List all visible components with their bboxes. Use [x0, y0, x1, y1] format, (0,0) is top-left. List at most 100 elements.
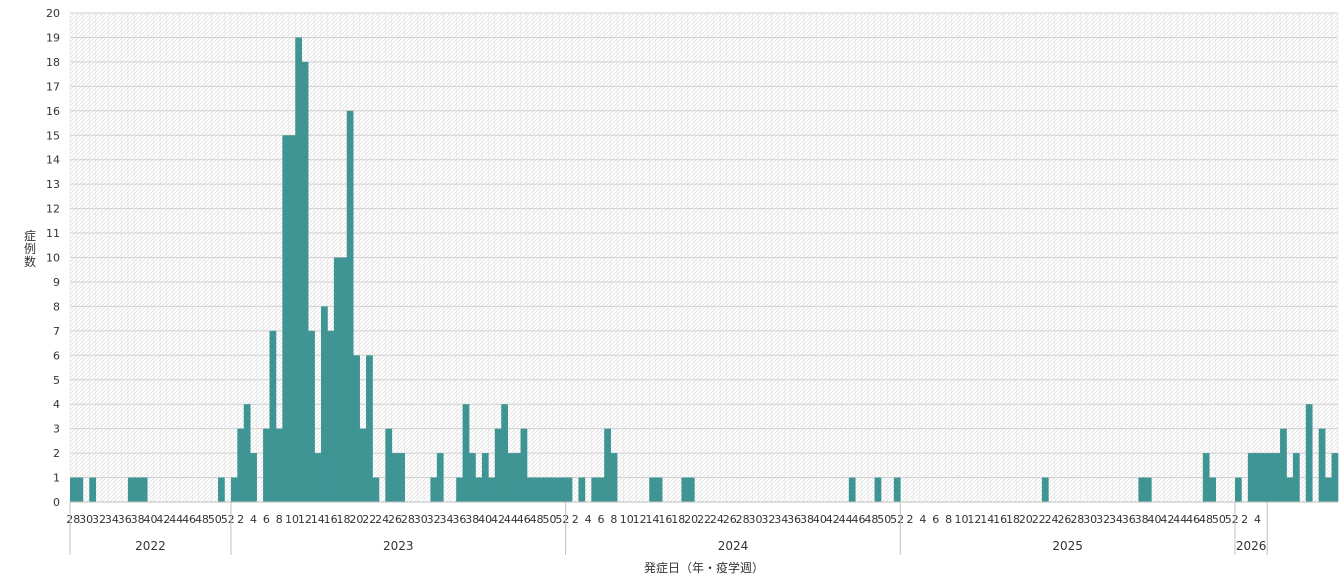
- y-tick-label: 0: [53, 496, 60, 509]
- bar: [488, 477, 496, 502]
- bar: [1267, 453, 1274, 502]
- x-tick-label: 14: [646, 513, 660, 526]
- bar: [230, 477, 238, 502]
- bar: [243, 404, 251, 502]
- year-label: 2024: [718, 539, 749, 553]
- bar: [578, 477, 586, 502]
- y-tick-label: 19: [46, 31, 60, 44]
- bar: [308, 330, 315, 502]
- bar: [687, 477, 695, 502]
- x-tick-label: 32: [761, 513, 775, 526]
- x-tick-label: 48: [195, 513, 209, 526]
- x-tick-label: 50: [877, 513, 891, 526]
- bar: [1286, 477, 1294, 502]
- x-tick-label: 2: [1241, 513, 1248, 526]
- bar: [127, 477, 135, 502]
- x-tick-label: 34: [774, 513, 788, 526]
- bar: [295, 37, 303, 502]
- year-label: 2025: [1052, 539, 1083, 553]
- x-tick-label: 52: [1225, 513, 1239, 526]
- y-tick-label: 10: [46, 252, 60, 265]
- x-tick-label: 12: [633, 513, 647, 526]
- bar: [237, 428, 245, 502]
- bar: [250, 453, 257, 502]
- x-tick-label: 24: [710, 513, 724, 526]
- x-tick-label: 2: [906, 513, 913, 526]
- bar: [462, 404, 470, 502]
- bar: [333, 257, 341, 502]
- x-tick-label: 2: [572, 513, 579, 526]
- x-tick-label: 16: [658, 513, 672, 526]
- x-tick-label: 40: [478, 513, 492, 526]
- x-tick-label: 32: [92, 513, 106, 526]
- x-tick-label: 50: [543, 513, 557, 526]
- x-tick-label: 4: [585, 513, 592, 526]
- bar: [263, 428, 270, 502]
- y-tick-label: 16: [46, 105, 60, 118]
- bar: [848, 477, 856, 502]
- y-tick-label: 8: [53, 300, 60, 313]
- y-tick-label: 15: [46, 129, 60, 142]
- bar: [610, 453, 618, 502]
- bar: [526, 477, 534, 502]
- x-tick-label: 32: [427, 513, 441, 526]
- x-tick-label: 36: [1122, 513, 1136, 526]
- x-axis-label: 発症日（年・疫学週）: [644, 560, 764, 575]
- bar: [1235, 477, 1242, 502]
- x-tick-label: 30: [1083, 513, 1097, 526]
- bar: [140, 477, 148, 502]
- bar: [649, 477, 657, 502]
- x-tick-label: 26: [723, 513, 737, 526]
- bar: [893, 477, 901, 502]
- y-tick-label: 13: [46, 178, 60, 191]
- y-tick-label: 1: [53, 472, 60, 485]
- bar: [469, 453, 476, 502]
- x-tick-label: 26: [388, 513, 402, 526]
- x-tick-label: 18: [337, 513, 351, 526]
- x-tick-label: 10: [954, 513, 968, 526]
- bar: [327, 330, 335, 502]
- x-tick-label: 10: [620, 513, 634, 526]
- x-tick-label: 16: [993, 513, 1007, 526]
- x-tick-label: 44: [839, 513, 853, 526]
- x-tick-label: 34: [440, 513, 454, 526]
- bar: [340, 257, 348, 502]
- bar: [591, 477, 599, 502]
- bar: [314, 453, 322, 502]
- bar: [546, 477, 554, 502]
- year-label: 2022: [135, 539, 166, 553]
- bar: [436, 453, 444, 502]
- x-tick-label: 50: [1212, 513, 1226, 526]
- y-tick-label: 12: [46, 203, 60, 216]
- bar: [275, 428, 283, 502]
- year-label: 2023: [383, 539, 414, 553]
- y-tick-label: 14: [46, 154, 60, 167]
- bar: [1247, 453, 1255, 502]
- bar: [520, 428, 528, 502]
- x-tick-label: 6: [598, 513, 605, 526]
- x-tick-label: 38: [1135, 513, 1149, 526]
- x-tick-label: 24: [375, 513, 389, 526]
- x-tick-label: 28: [736, 513, 750, 526]
- bar: [1273, 453, 1281, 502]
- x-tick-label: 46: [517, 513, 531, 526]
- x-tick-label: 42: [156, 513, 170, 526]
- x-tick-label: 42: [826, 513, 840, 526]
- x-tick-label: 6: [263, 513, 270, 526]
- x-tick-label: 46: [182, 513, 196, 526]
- bar: [565, 477, 573, 502]
- bar: [346, 110, 354, 503]
- x-tick-label: 38: [131, 513, 145, 526]
- x-tick-label: 48: [530, 513, 544, 526]
- bar: [681, 477, 689, 502]
- bar: [1254, 453, 1262, 502]
- x-tick-label: 12: [967, 513, 981, 526]
- x-tick-label: 8: [276, 513, 283, 526]
- x-tick-label: 36: [452, 513, 466, 526]
- y-tick-label: 2: [53, 447, 60, 460]
- x-tick-label: 28: [401, 513, 415, 526]
- y-tick-label: 11: [46, 227, 60, 240]
- axes: 0123456789101112131415161718192028303234…: [46, 7, 1338, 555]
- x-tick-label: 34: [105, 513, 119, 526]
